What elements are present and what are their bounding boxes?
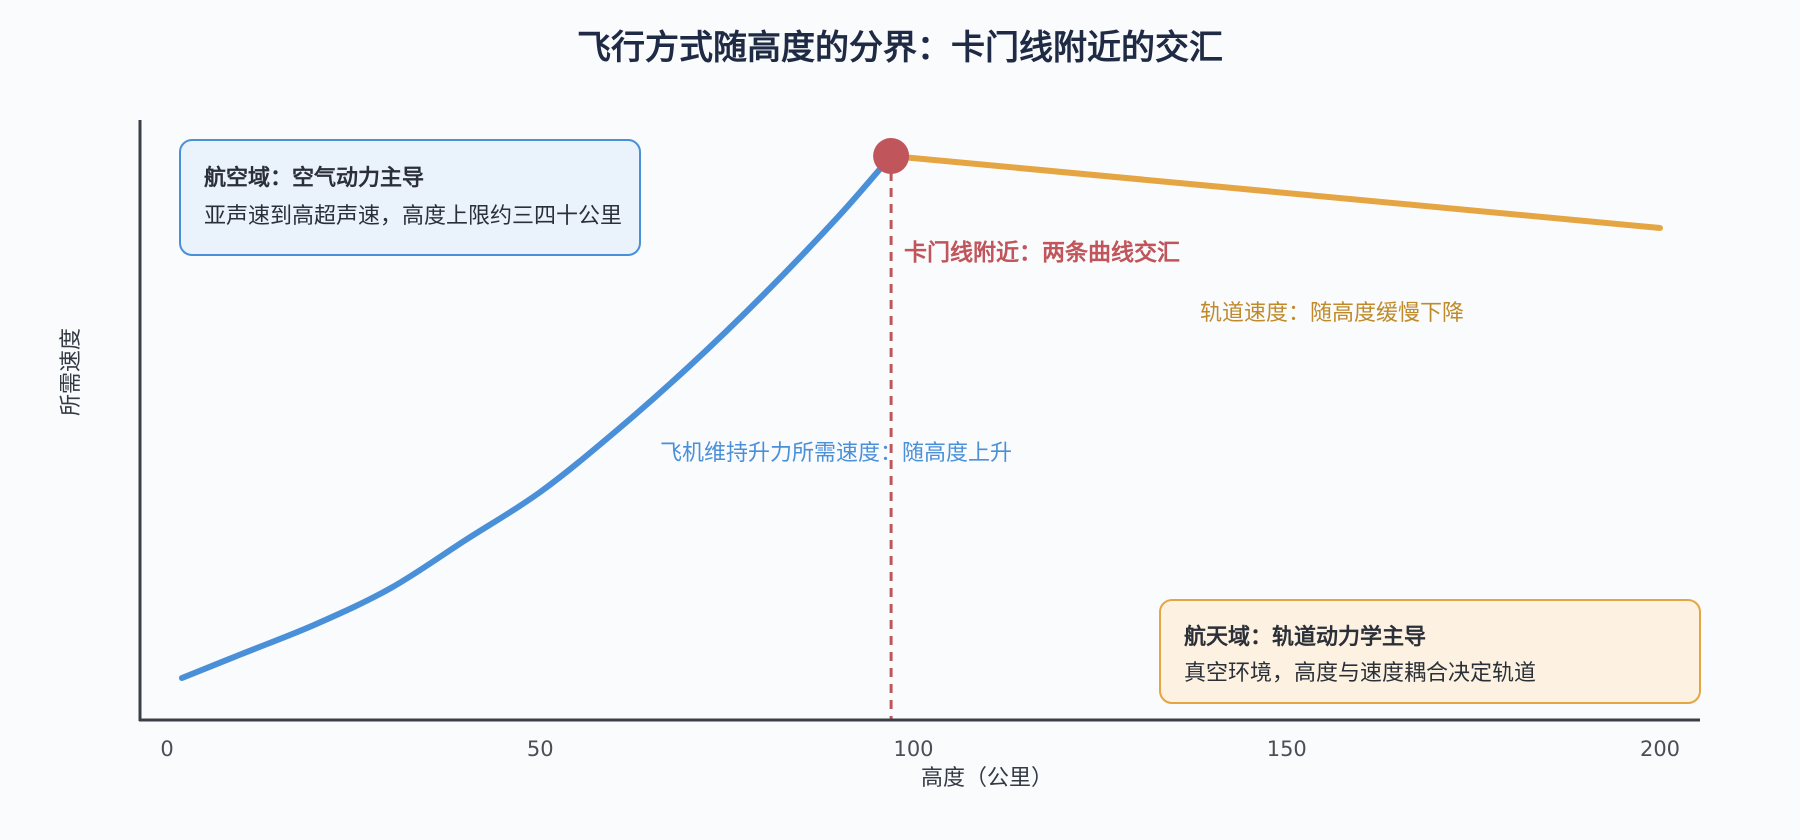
orbital-speed-line xyxy=(888,153,1663,231)
x-tick-label: 200 xyxy=(1640,737,1680,761)
crossover-point xyxy=(873,138,910,174)
space-box-text: 真空环境，高度与速度耦合决定轨道 xyxy=(1184,661,1536,686)
x-tick-label: 0 xyxy=(160,737,173,761)
space-box-title: 航天域：轨道动力学主导 xyxy=(1184,624,1426,650)
x-tick-label: 50 xyxy=(527,737,554,761)
aircraft-speed-annotation: 飞机维持升力所需速度：随高度上升 xyxy=(660,441,1012,466)
space-box-frame xyxy=(1159,599,1701,704)
aviation-info-box: 航空域：空气动力主导 亚声速到高超声速，高度上限约三四十公里 xyxy=(179,139,641,256)
x-tick-label: 100 xyxy=(893,737,933,761)
orbital-speed-annotation: 轨道速度：随高度缓慢下降 xyxy=(1200,301,1464,326)
x-axis-label: 高度（公里） xyxy=(921,766,1053,791)
plot-area xyxy=(178,138,1663,720)
aviation-box-title: 航空域：空气动力主导 xyxy=(204,165,424,191)
y-axis-label: 所需速度 xyxy=(59,328,84,416)
aviation-box-frame xyxy=(179,139,641,256)
chart-title: 飞行方式随高度的分界：卡门线附近的交汇 xyxy=(577,28,1223,68)
aviation-box-text: 亚声速到高超声速，高度上限约三四十公里 xyxy=(204,204,622,229)
x-tick-labels: 0 50 100 150 200 xyxy=(160,737,1680,761)
crossover-annotation: 卡门线附近：两条曲线交汇 xyxy=(904,239,1180,266)
aircraft-speed-line xyxy=(178,153,895,681)
space-info-box: 航天域：轨道动力学主导 真空环境，高度与速度耦合决定轨道 xyxy=(1159,599,1701,704)
x-tick-label: 150 xyxy=(1267,737,1307,761)
